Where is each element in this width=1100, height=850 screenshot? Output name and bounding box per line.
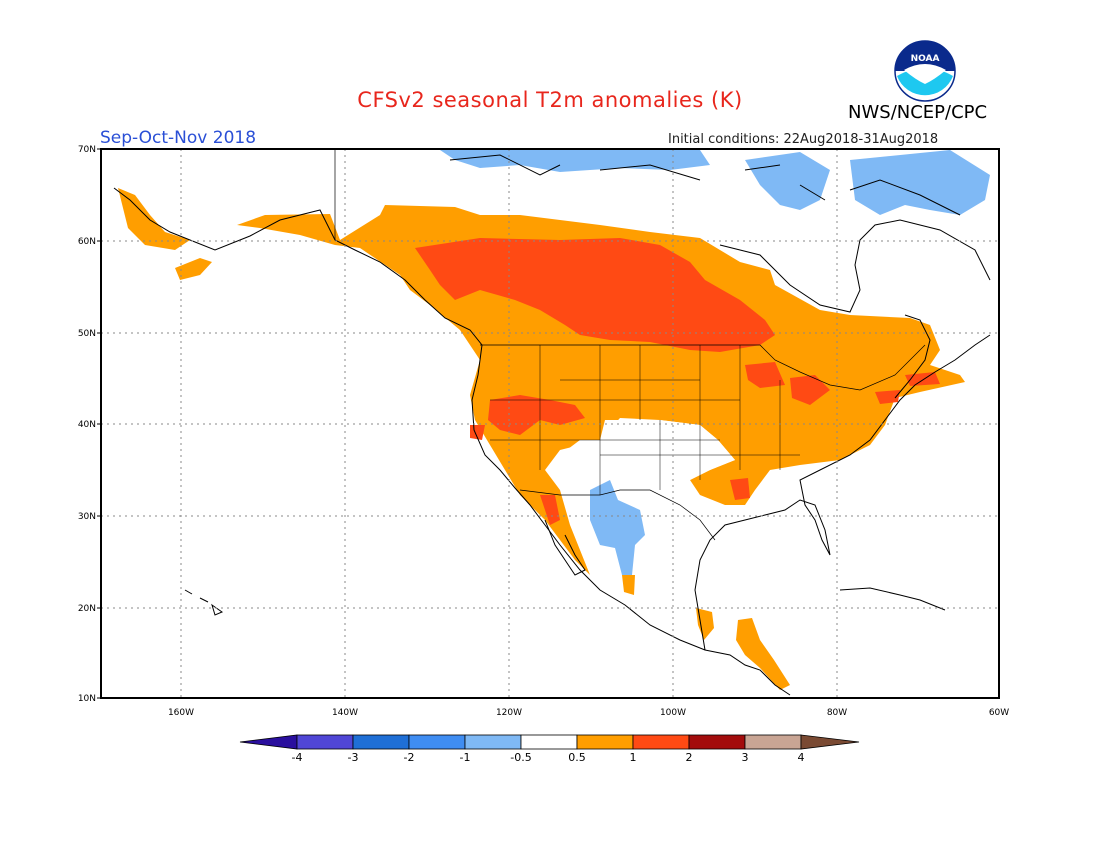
- colorbar-arrow-low: [239, 734, 298, 750]
- colorbar-label-0: -4: [292, 751, 303, 764]
- noaa-logo-text: NOAA: [911, 54, 940, 64]
- lon-label-80W: 80W: [827, 708, 847, 718]
- colorbar: -4 -3 -2 -1 -0.5 0.5 1 2 3 4: [239, 734, 860, 764]
- colorbar-label-9: 4: [798, 751, 805, 764]
- anomaly-region-warm-north-america: [237, 205, 965, 575]
- anomaly-region-hot-canada: [415, 238, 775, 352]
- colorbar-swatch-4: [464, 734, 522, 750]
- season-label: Sep-Oct-Nov 2018: [100, 128, 257, 148]
- anomaly-region-hot-great-lakes: [745, 362, 940, 405]
- colorbar-label-2: -2: [404, 751, 415, 764]
- anomaly-region-warm-aleutian: [175, 258, 212, 280]
- coastline-cuba: [839, 587, 946, 611]
- colorbar-label-8: 3: [742, 751, 749, 764]
- initial-conditions-label: Initial conditions: 22Aug2018-31Aug2018: [668, 132, 939, 147]
- coastline-north-america: [113, 187, 991, 696]
- border-us-mexico: [519, 489, 716, 541]
- anomaly-region-cool-arctic-west: [440, 150, 710, 172]
- lat-label-70N: 70N: [78, 145, 96, 155]
- colorbar-swatch-3: [408, 734, 466, 750]
- colorbar-label-3: -1: [460, 751, 471, 764]
- lat-labels: 70N 60N 50N 40N 30N 20N 10N: [78, 145, 101, 704]
- colorbar-swatch-9: [744, 734, 802, 750]
- lat-label-40N: 40N: [78, 420, 96, 430]
- state-lines: [490, 345, 800, 495]
- anomaly-region-cool-nw-mexico: [590, 480, 645, 575]
- coastline-hawaii: [184, 589, 224, 616]
- colorbar-swatch-7: [632, 734, 690, 750]
- colorbar-label-7: 2: [686, 751, 693, 764]
- coastline-baja: [544, 519, 586, 576]
- coastline-arctic-islands: [449, 154, 961, 216]
- lat-label-20N: 20N: [78, 604, 96, 614]
- colorbar-swatch-5: [520, 734, 578, 750]
- lat-label-10N: 10N: [78, 694, 96, 704]
- lat-label-30N: 30N: [78, 512, 96, 522]
- anomaly-region-cool-arctic-east: [745, 150, 990, 215]
- colorbar-swatch-1: [296, 734, 354, 750]
- lon-label-100W: 100W: [660, 708, 686, 718]
- lat-label-60N: 60N: [78, 237, 96, 247]
- lon-label-120W: 120W: [496, 708, 522, 718]
- lon-label-160W: 160W: [168, 708, 194, 718]
- border-us-canada: [334, 150, 926, 391]
- borders-layer: [334, 150, 926, 541]
- lon-label-60W: 60W: [989, 708, 1009, 718]
- colorbar-label-6: 1: [630, 751, 637, 764]
- grid-layer: [101, 149, 999, 698]
- colorbar-label-5: 0.5: [568, 751, 586, 764]
- lon-labels: 160W 140W 120W 100W 80W 60W: [168, 708, 1009, 718]
- colorbar-arrow-high: [800, 734, 860, 750]
- noaa-logo-icon: NOAA: [894, 40, 956, 102]
- anomaly-fill-layer: [118, 150, 990, 690]
- chart-title: CFSv2 seasonal T2m anomalies (K): [357, 88, 743, 112]
- colorbar-swatch-2: [352, 734, 410, 750]
- coastline-layer: [113, 154, 991, 696]
- coastline-hudson-bay: [719, 219, 991, 313]
- colorbar-swatch-6: [576, 734, 634, 750]
- colorbar-label-1: -3: [348, 751, 359, 764]
- colorbar-swatch-8: [688, 734, 746, 750]
- colorbar-label-4: -0.5: [510, 751, 531, 764]
- agency-label: NWS/NCEP/CPC: [848, 102, 988, 123]
- anomaly-region-warm-mexico: [622, 575, 790, 690]
- lon-label-140W: 140W: [332, 708, 358, 718]
- anomaly-region-warm-alaska: [118, 188, 190, 250]
- anomaly-region-hot-west-us: [470, 395, 750, 525]
- lat-label-50N: 50N: [78, 329, 96, 339]
